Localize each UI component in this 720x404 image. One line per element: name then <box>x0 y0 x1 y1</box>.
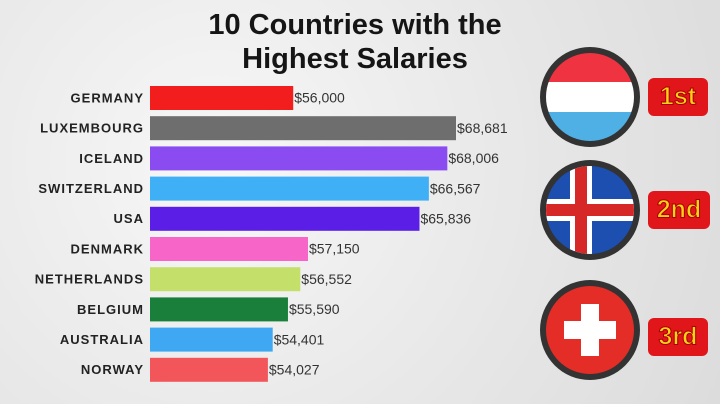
value-label: $54,027 <box>269 362 320 378</box>
value-label: $57,150 <box>309 241 360 257</box>
value-label: $68,681 <box>457 120 508 136</box>
value-label: $56,552 <box>301 271 352 287</box>
bar <box>150 327 273 352</box>
flag-switzerland <box>540 280 640 380</box>
bar <box>150 86 294 110</box>
value-label: $55,590 <box>289 301 340 317</box>
badge-box <box>648 78 708 116</box>
bar <box>150 206 420 231</box>
value-label: $56,000 <box>294 90 345 106</box>
bar <box>150 267 301 292</box>
badge-label: 1st <box>660 83 697 111</box>
value-label: $54,401 <box>274 331 325 347</box>
badge-box <box>648 318 708 356</box>
bar <box>150 357 268 382</box>
badge-box <box>648 191 710 229</box>
bar <box>150 297 288 322</box>
badge-label: 2nd <box>657 196 701 224</box>
flag-luxembourg <box>540 47 640 147</box>
category-label: ICELAND <box>79 151 144 166</box>
bar <box>150 146 448 171</box>
category-label: DENMARK <box>71 241 144 256</box>
value-label: $68,006 <box>448 150 499 166</box>
category-label: NETHERLANDS <box>35 272 144 287</box>
bar <box>150 116 456 141</box>
flag-iceland <box>540 160 640 260</box>
bar <box>150 237 308 261</box>
category-label: NORWAY <box>81 362 144 377</box>
category-label: BELGIUM <box>77 302 144 317</box>
category-label: LUXEMBOURG <box>40 121 144 136</box>
value-label: $65,836 <box>420 211 471 227</box>
category-label: SWITZERLAND <box>38 181 144 196</box>
chart-title: 10 Countries with the Highest Salaries <box>208 9 502 75</box>
category-label: GERMANY <box>71 90 144 105</box>
value-label: $66,567 <box>430 180 481 196</box>
badge-label: 3rd <box>659 323 698 351</box>
bar <box>150 176 429 201</box>
category-label: USA <box>114 211 144 226</box>
category-label: AUSTRALIA <box>60 332 144 347</box>
